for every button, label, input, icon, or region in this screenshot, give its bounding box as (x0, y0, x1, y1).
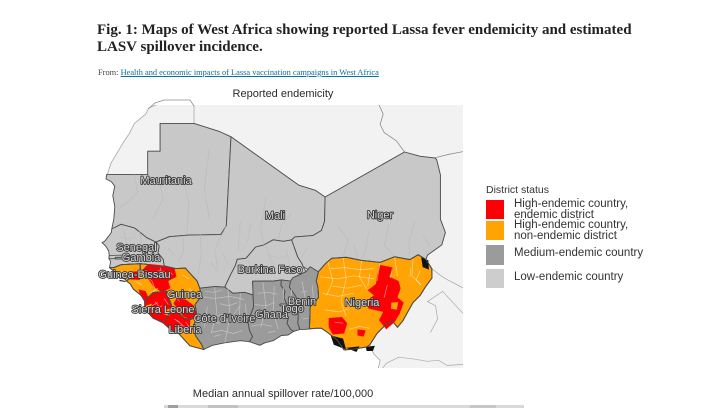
svg-text:Benin: Benin (288, 296, 316, 308)
svg-text:Sierra Leone: Sierra Leone (132, 304, 195, 316)
svg-text:Nigeria: Nigeria (345, 297, 381, 309)
svg-text:Togo: Togo (280, 303, 304, 315)
svg-text:Senegal: Senegal (116, 242, 156, 254)
svg-text:Mali: Mali (265, 210, 285, 222)
svg-text:Ghana: Ghana (255, 309, 289, 321)
svg-text:Niger: Niger (367, 210, 394, 222)
svg-text:Burkina Faso: Burkina Faso (238, 264, 303, 276)
svg-text:Mauritania: Mauritania (140, 175, 192, 187)
svg-text:Guinea: Guinea (167, 289, 203, 301)
svg-text:Liberia: Liberia (168, 324, 202, 336)
svg-text:–Gambia: –Gambia (116, 252, 162, 264)
svg-text:Guinea-Bissau: Guinea-Bissau (98, 269, 170, 281)
svg-text:Côte d’Ivoire: Côte d’Ivoire (194, 313, 256, 325)
